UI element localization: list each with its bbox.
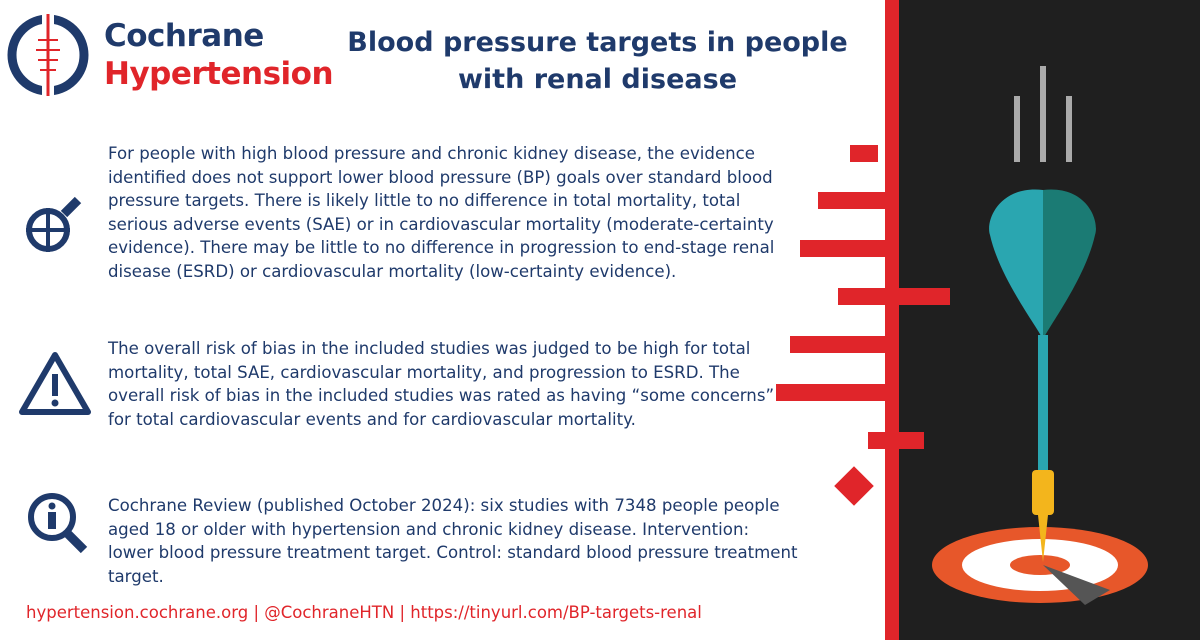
title-line: with renal disease bbox=[457, 64, 738, 95]
info-icon bbox=[28, 493, 88, 554]
section-text: Cochrane Review (published October 2024)… bbox=[108, 496, 798, 586]
brand-name: Cochrane bbox=[104, 18, 264, 54]
red-bars bbox=[776, 145, 950, 506]
section-text: The overall risk of bias in the included… bbox=[108, 339, 775, 429]
logo bbox=[7, 14, 89, 96]
footer: hypertension.cochrane.org | @CochraneHTN… bbox=[26, 603, 702, 622]
target-icon bbox=[26, 196, 82, 252]
section-text: For people with high blood pressure and … bbox=[108, 144, 775, 281]
warning-icon bbox=[19, 352, 91, 415]
dart bbox=[932, 66, 1148, 605]
title-line: Blood pressure targets in people bbox=[347, 27, 848, 58]
red-band bbox=[885, 0, 899, 640]
title: Blood pressure targets in people with re… bbox=[330, 24, 865, 98]
brand-subtitle: Hypertension bbox=[104, 56, 334, 92]
